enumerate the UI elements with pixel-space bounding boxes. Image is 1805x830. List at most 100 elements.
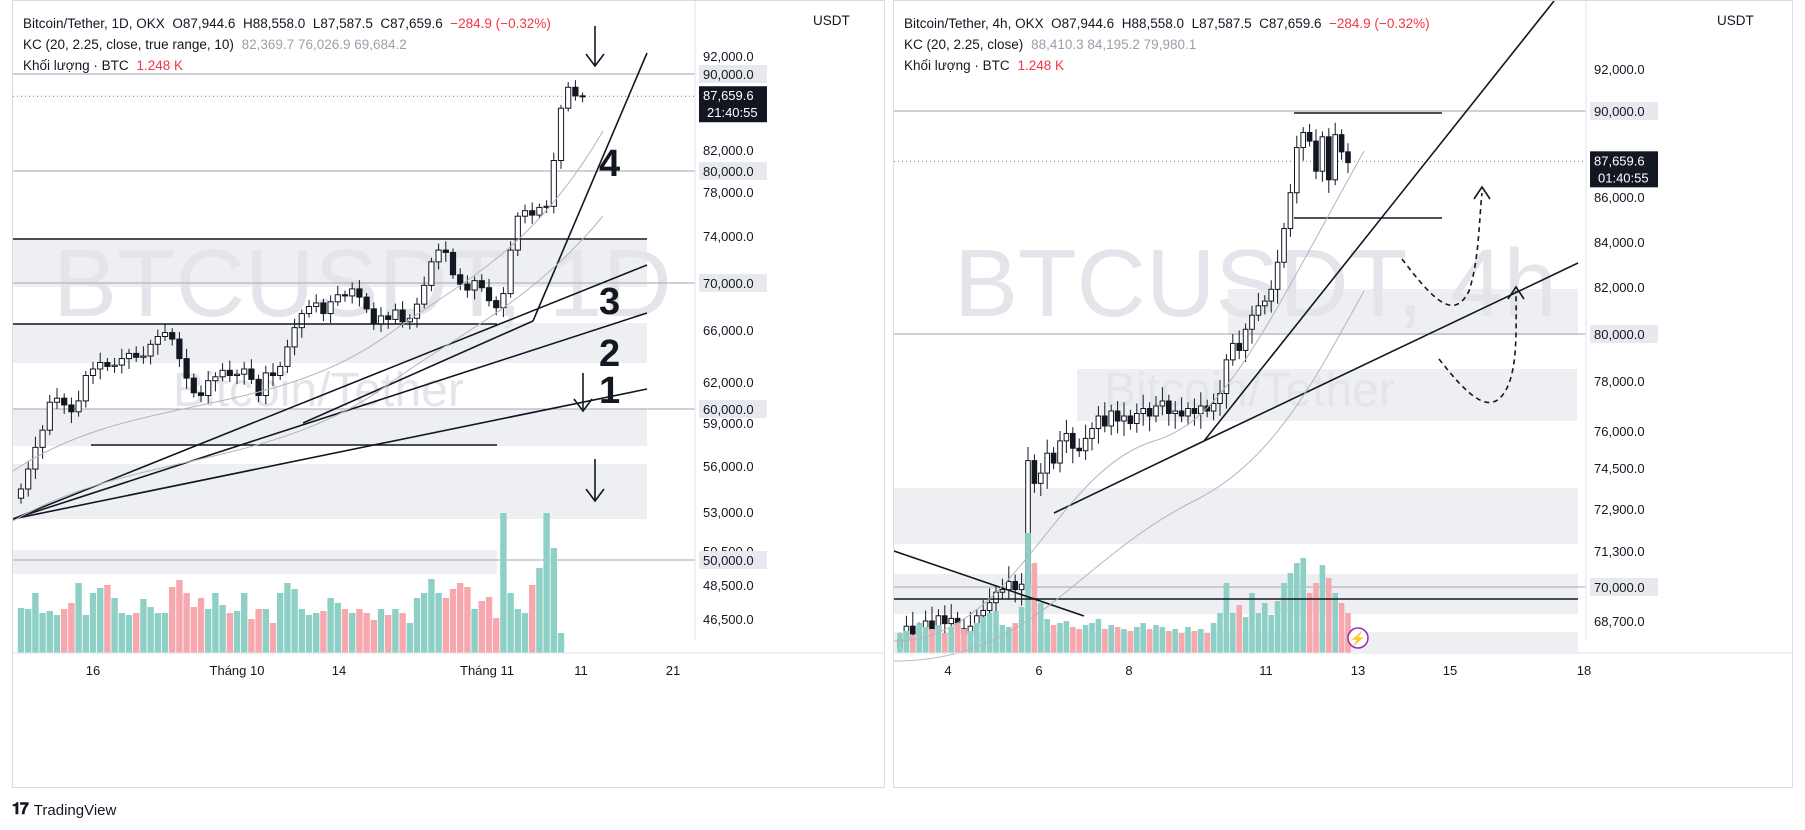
candle-body <box>514 215 521 251</box>
volume-bar <box>255 609 262 653</box>
chart-panel-daily[interactable]: Bitcoin/Tether, 1D, OKX O87,944.6 H88,55… <box>12 0 885 788</box>
tradingview-brand[interactable]: 𝟏𝟕 TradingView <box>12 801 117 819</box>
candle-body <box>233 373 241 377</box>
volume-bar <box>457 583 464 653</box>
price-tick-label: 71,300.0 <box>1594 544 1645 559</box>
volume-bar <box>1018 607 1025 653</box>
candle-body <box>327 301 334 315</box>
candle-body <box>190 377 197 394</box>
volume-bar <box>183 593 190 653</box>
chart-legend: Bitcoin/Tether, 4h, OKX O87,944.6 H88,55… <box>904 13 1430 76</box>
daily-chart-svg[interactable]: BTCUSDT, 1DBitcoin/Tether432192,000.082,… <box>13 1 885 788</box>
candle-body <box>197 392 205 396</box>
candle-body <box>521 210 529 217</box>
current-price-label: 87,659.6 <box>703 88 754 103</box>
dashed-arrow-up-icon <box>1401 192 1483 307</box>
volume-bar <box>17 608 25 653</box>
candle-body <box>948 617 955 625</box>
volume-bar <box>999 625 1006 653</box>
candle-body <box>1012 580 1019 591</box>
candle-body <box>1191 408 1198 414</box>
volume-bar <box>449 589 457 653</box>
candle-body <box>435 249 442 263</box>
candle-body <box>25 468 32 490</box>
price-level-badge <box>699 162 767 180</box>
4h-chart-svg[interactable]: BTCUSDT, 4hBitcoin/Tether⚡92,000.086,000… <box>894 1 1793 788</box>
candle-body <box>1242 328 1249 351</box>
volume-bar <box>241 593 248 653</box>
volume-bar <box>226 613 233 653</box>
watermark: BTCUSDT, 4h <box>954 230 1557 337</box>
trend-line <box>13 312 648 520</box>
chart-panel-4h[interactable]: Bitcoin/Tether, 4h, OKX O87,944.6 H88,55… <box>893 0 1793 788</box>
volume-bar <box>421 593 428 653</box>
candle-body <box>298 313 305 329</box>
candle-body <box>1082 437 1089 452</box>
lightning-icon: ⚡ <box>1350 631 1366 647</box>
candle-body <box>277 365 284 376</box>
volume-bar <box>1076 629 1082 653</box>
volume-bar <box>1198 629 1204 653</box>
volume-indicator-row[interactable]: Khối lượng · BTC 1.248 K <box>23 58 183 73</box>
symbol-label[interactable]: Bitcoin/Tether, 1D, OKX <box>23 16 165 31</box>
volume-bar <box>82 615 89 653</box>
volume-bar <box>406 623 413 653</box>
volume-bar <box>1025 533 1031 653</box>
candle-body <box>1127 415 1134 424</box>
volume-bar <box>1159 627 1166 653</box>
kc-indicator-row[interactable]: KC (20, 2.25, close, true range, 10) 82,… <box>23 37 407 52</box>
price-level-label: 70,000.0 <box>1594 580 1645 595</box>
volume-bar <box>25 609 32 653</box>
volume-bar <box>305 615 313 653</box>
volume-bar <box>1287 573 1294 653</box>
price-tick-label: 92,000.0 <box>703 49 754 64</box>
candle-body <box>1140 408 1146 414</box>
volume-bar <box>1242 617 1249 653</box>
volume-bar <box>1281 583 1287 653</box>
volume-bar <box>61 609 68 653</box>
volume-bar <box>1166 631 1172 653</box>
volume-bar <box>320 611 327 653</box>
volume-bar <box>68 603 75 653</box>
volume-bar <box>197 598 205 653</box>
volume-bar <box>1223 583 1230 653</box>
candle-body <box>1281 228 1287 263</box>
candle-body <box>370 308 377 325</box>
price-tick-label: 48,500.0 <box>703 578 754 593</box>
volume-bar <box>1057 623 1063 653</box>
candle-body <box>1294 147 1300 194</box>
candle-body <box>478 280 485 289</box>
volume-bar <box>1185 627 1191 653</box>
volume-bar <box>493 618 500 653</box>
candle-body <box>89 368 97 376</box>
kc-indicator-row[interactable]: KC (20, 2.25, close) 88,410.3 84,195.2 7… <box>904 37 1197 52</box>
price-level-label: 50,000.0 <box>703 553 754 568</box>
time-tick-label: 16 <box>86 663 100 678</box>
candle-body <box>1121 415 1127 422</box>
volume-bar <box>356 609 363 653</box>
current-price-label: 87,659.6 <box>1594 153 1645 168</box>
candle-body <box>1134 413 1140 424</box>
volume-bar <box>993 611 999 653</box>
volume-bar <box>413 598 421 653</box>
volume-bar <box>1134 627 1140 653</box>
candle-body <box>1031 460 1038 484</box>
candle-body <box>1063 432 1070 442</box>
candle-body <box>262 372 269 396</box>
volume-bar <box>1108 625 1114 653</box>
symbol-label[interactable]: Bitcoin/Tether, 4h, OKX <box>904 16 1044 31</box>
volume-indicator-row[interactable]: Khối lượng · BTC 1.248 K <box>904 58 1064 73</box>
volume-bar <box>435 593 442 653</box>
volume-bar <box>1300 558 1306 653</box>
time-tick-label: 18 <box>1577 663 1591 678</box>
candle-body <box>1044 452 1050 474</box>
volume-bar <box>1345 613 1351 653</box>
price-level-label: 70,000.0 <box>703 276 754 291</box>
candle-body <box>449 251 457 276</box>
volume-bar <box>1313 583 1319 653</box>
candle-body <box>255 378 262 396</box>
volume-bar <box>1095 619 1102 653</box>
volume-bar <box>948 627 954 653</box>
price-level-badge <box>699 65 767 83</box>
candle-body <box>61 397 68 406</box>
